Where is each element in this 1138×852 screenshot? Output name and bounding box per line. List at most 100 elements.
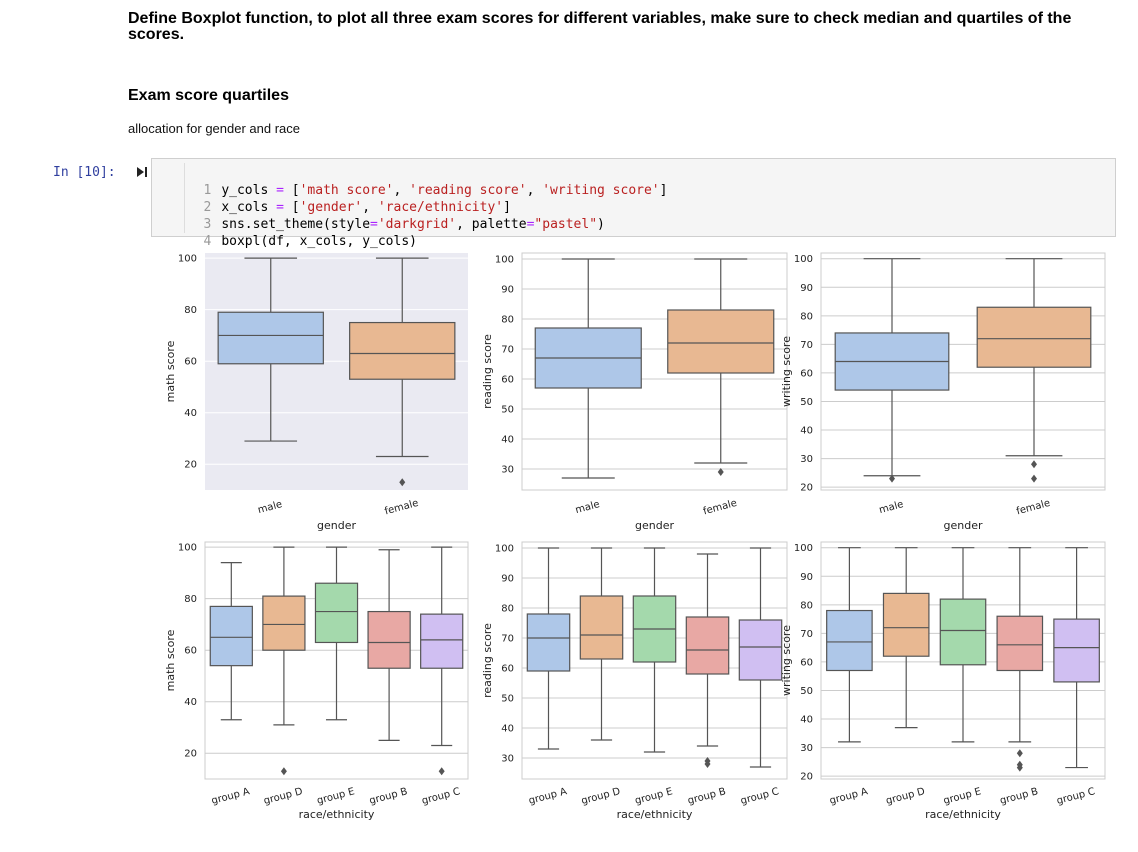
y-tick-label: 60 xyxy=(800,368,813,379)
box-group-b xyxy=(367,610,411,669)
box-group-a xyxy=(826,609,873,672)
y-axis-label: reading score xyxy=(481,334,494,409)
x-tick-label: group D xyxy=(885,786,927,807)
x-tick-label: group E xyxy=(634,786,674,807)
y-tick-label: 80 xyxy=(501,315,514,326)
box-group-d xyxy=(579,595,624,660)
y-tick-label: 80 xyxy=(184,305,197,316)
x-axis-label: gender xyxy=(944,519,983,532)
y-tick-label: 20 xyxy=(184,749,197,760)
code-gutter-divider xyxy=(184,163,185,233)
outlier-point xyxy=(1016,749,1023,758)
box-group-e xyxy=(314,582,359,644)
boxplot-panel-3: 20 30 40 50 60 70 80 90 100 male female gender writi… xyxy=(780,252,1106,532)
y-tick-label: 80 xyxy=(184,594,197,605)
box-group-b xyxy=(996,615,1044,672)
line-number: 1 xyxy=(203,183,212,198)
y-tick-label: 60 xyxy=(501,375,514,386)
y-tick-label: 60 xyxy=(800,657,813,668)
boxplot-panel-6: 20 30 40 50 60 70 80 90 100 group A group D group E… xyxy=(780,541,1106,821)
y-tick-label: 20 xyxy=(800,483,813,494)
x-tick-label: group A xyxy=(828,786,869,807)
y-tick-label: 60 xyxy=(184,357,197,368)
x-axis-label: race/ethnicity xyxy=(617,808,693,821)
markdown-subheading: Exam score quartiles xyxy=(128,87,289,104)
y-tick-label: 100 xyxy=(794,543,813,554)
y-axis-label: writing score xyxy=(780,336,793,407)
box-female xyxy=(349,321,456,380)
y-tick-label: 70 xyxy=(501,345,514,356)
code-line[interactable]: 1 y_cols = ['math score', 'reading score'… xyxy=(152,165,667,198)
x-tick-label: male xyxy=(257,499,284,516)
y-tick-label: 90 xyxy=(501,574,514,585)
output-boxplot-figure: 20 40 60 80 100 male female gender math score 30 4… xyxy=(164,252,1106,821)
box-group-c xyxy=(1053,618,1100,683)
y-tick-label: 90 xyxy=(501,285,514,296)
x-axis-label: race/ethnicity xyxy=(299,808,375,821)
y-tick-label: 60 xyxy=(184,646,197,657)
y-tick-label: 70 xyxy=(501,634,514,645)
box-group-b xyxy=(685,616,730,675)
x-tick-label: group A xyxy=(528,786,569,807)
box-group-c xyxy=(420,613,464,669)
x-tick-label: group E xyxy=(316,786,356,807)
x-tick-label: group B xyxy=(368,786,409,807)
y-tick-label: 100 xyxy=(178,543,197,554)
box-male xyxy=(217,311,324,365)
run-cell-icon[interactable] xyxy=(136,166,148,178)
y-tick-label: 30 xyxy=(501,754,514,765)
y-tick-label: 70 xyxy=(800,629,813,640)
y-axis-label: math score xyxy=(164,629,177,691)
box-female xyxy=(667,309,775,374)
y-tick-label: 40 xyxy=(501,435,514,446)
x-tick-label: female xyxy=(1015,498,1051,518)
y-axis-label: reading score xyxy=(481,623,494,698)
outlier-point xyxy=(280,767,287,776)
y-tick-label: 50 xyxy=(501,694,514,705)
code-text: boxpl(df, x_cols, y_cols) xyxy=(221,234,417,249)
y-tick-label: 80 xyxy=(800,311,813,322)
x-tick-label: male xyxy=(878,499,905,516)
outlier-point xyxy=(1016,763,1023,772)
code-text: x_cols = ['gender', 'race/ethnicity'] xyxy=(221,200,511,215)
y-tick-label: 50 xyxy=(800,686,813,697)
code-line[interactable]: 4 boxpl(df, x_cols, y_cols) xyxy=(152,216,417,249)
y-tick-label: 70 xyxy=(800,340,813,351)
y-tick-label: 20 xyxy=(800,772,813,783)
y-tick-label: 90 xyxy=(800,572,813,583)
y-tick-label: 100 xyxy=(495,255,514,266)
outlier-point xyxy=(1031,460,1037,469)
y-axis-label: math score xyxy=(164,340,177,402)
box-group-a xyxy=(209,605,253,667)
x-tick-label: male xyxy=(574,499,601,516)
markdown-paragraph: allocation for gender and race xyxy=(128,121,301,136)
y-tick-label: 30 xyxy=(501,465,514,476)
y-tick-label: 30 xyxy=(800,454,813,465)
x-tick-label: group B xyxy=(999,786,1040,807)
box-group-e xyxy=(939,598,987,666)
x-tick-label: group D xyxy=(263,786,305,807)
y-axis-label: writing score xyxy=(780,625,793,696)
boxplot-panel-1: 20 40 60 80 100 male female gender math score xyxy=(164,253,468,532)
y-tick-label: 50 xyxy=(800,397,813,408)
line-number: 2 xyxy=(203,200,212,215)
y-tick-label: 20 xyxy=(184,460,197,471)
line-number: 3 xyxy=(203,217,212,232)
outlier-point xyxy=(438,767,445,776)
line-number: 4 xyxy=(203,234,212,249)
y-tick-label: 60 xyxy=(501,664,514,675)
y-tick-label: 100 xyxy=(794,254,813,265)
outlier-point xyxy=(399,478,406,487)
y-tick-label: 100 xyxy=(495,544,514,555)
outlier-point xyxy=(1031,474,1037,483)
y-tick-label: 40 xyxy=(501,724,514,735)
x-axis-label: gender xyxy=(317,519,356,532)
outlier-point xyxy=(717,468,724,476)
code-cell-editor[interactable]: 1 y_cols = ['math score', 'reading score'… xyxy=(151,158,1116,249)
code-line[interactable]: 2 x_cols = ['gender', 'race/ethnicity'] xyxy=(152,182,510,215)
y-tick-label: 40 xyxy=(184,697,197,708)
y-tick-label: 100 xyxy=(178,254,197,265)
box-group-d xyxy=(262,595,306,651)
code-line[interactable]: 3 sns.set_theme(style='darkgrid', palette… xyxy=(152,199,604,232)
boxplot-panel-2: 30 40 50 60 70 80 90 100 male female gender reading… xyxy=(481,252,788,532)
